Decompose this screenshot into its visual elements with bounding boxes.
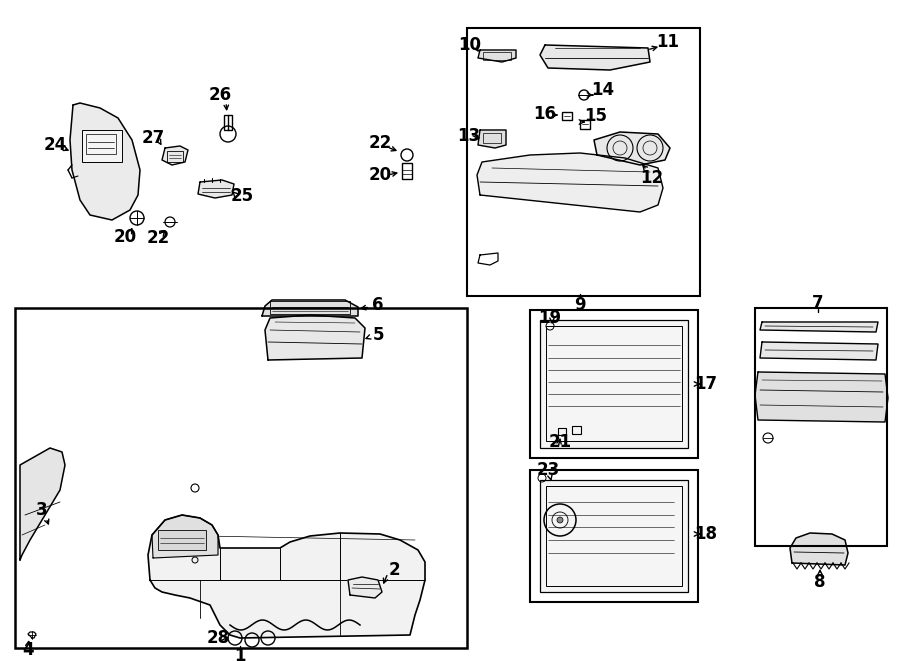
Polygon shape	[760, 342, 878, 360]
Text: 5: 5	[373, 326, 383, 344]
Text: 22: 22	[368, 134, 392, 152]
Text: 14: 14	[591, 81, 615, 99]
Polygon shape	[152, 515, 218, 558]
Text: 4: 4	[22, 641, 34, 659]
Bar	[15, 308, 467, 648]
Text: 6: 6	[373, 296, 383, 314]
Bar	[530, 470, 698, 602]
Circle shape	[557, 517, 563, 523]
Text: 1: 1	[234, 647, 246, 661]
Text: 20: 20	[113, 228, 137, 246]
Text: 17: 17	[695, 375, 717, 393]
Text: 7: 7	[812, 294, 824, 312]
Text: 24: 24	[43, 136, 67, 154]
Bar	[546, 486, 682, 586]
Bar	[86, 134, 116, 154]
Bar	[167, 151, 183, 162]
Bar	[562, 112, 572, 120]
Polygon shape	[348, 577, 382, 598]
Text: 12: 12	[641, 169, 663, 187]
Text: 20: 20	[368, 166, 392, 184]
Bar	[540, 480, 688, 592]
Bar	[82, 130, 122, 162]
Bar	[580, 120, 590, 129]
Polygon shape	[198, 180, 234, 198]
Text: 9: 9	[574, 296, 586, 314]
Text: 26: 26	[209, 86, 231, 104]
Bar	[530, 310, 698, 458]
Bar	[558, 428, 566, 435]
Polygon shape	[478, 130, 506, 148]
Bar	[483, 133, 501, 143]
Text: 8: 8	[814, 573, 826, 591]
Text: 19: 19	[538, 309, 562, 327]
Text: 3: 3	[36, 501, 48, 519]
Bar	[158, 530, 206, 550]
Polygon shape	[20, 448, 65, 560]
Bar	[572, 426, 581, 434]
Text: 16: 16	[534, 105, 556, 123]
Polygon shape	[790, 533, 848, 565]
Bar	[483, 52, 511, 60]
Text: 18: 18	[695, 525, 717, 543]
Polygon shape	[760, 322, 878, 332]
Bar	[540, 320, 688, 448]
Text: 2: 2	[388, 561, 400, 579]
Text: 11: 11	[656, 33, 680, 51]
Bar	[270, 301, 350, 314]
Text: 21: 21	[548, 433, 572, 451]
Text: 28: 28	[206, 629, 230, 647]
Text: 23: 23	[536, 461, 560, 479]
Polygon shape	[540, 45, 650, 70]
Text: 22: 22	[147, 229, 169, 247]
Text: 10: 10	[458, 36, 482, 54]
Bar	[546, 326, 682, 441]
Polygon shape	[594, 132, 670, 165]
Polygon shape	[70, 103, 140, 220]
Text: 15: 15	[584, 107, 608, 125]
Polygon shape	[162, 146, 188, 165]
Text: 13: 13	[457, 127, 481, 145]
Polygon shape	[265, 315, 365, 360]
Text: 25: 25	[230, 187, 254, 205]
Bar	[402, 163, 412, 179]
Polygon shape	[148, 515, 425, 638]
Polygon shape	[262, 300, 358, 316]
Text: 27: 27	[141, 129, 165, 147]
Bar	[755, 308, 887, 546]
Polygon shape	[755, 372, 888, 422]
Polygon shape	[478, 50, 516, 62]
Bar	[224, 115, 232, 130]
Bar	[467, 28, 700, 296]
Polygon shape	[477, 153, 663, 212]
